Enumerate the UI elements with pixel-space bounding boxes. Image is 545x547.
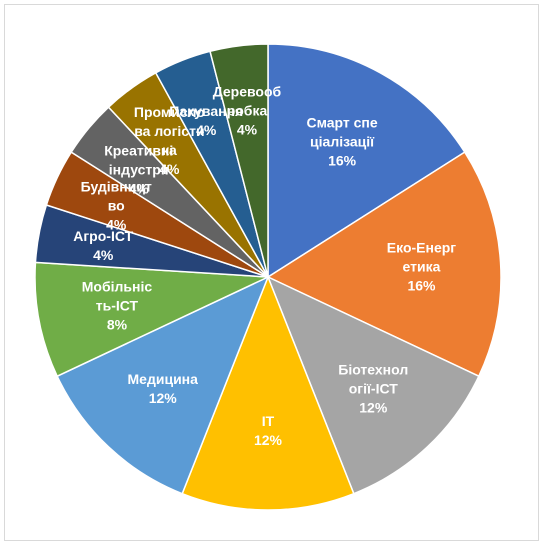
slice-label: Мобільність-ІСТ 8% (79, 277, 155, 334)
category-label: Смарт спеціалізації (306, 114, 378, 150)
category-label: Біотехнології-ІСТ (338, 361, 409, 397)
value-label: 16% (328, 152, 357, 169)
category-label: Пакування (169, 103, 244, 120)
pie-slice (181, 274, 355, 511)
value-label: 16% (407, 277, 436, 294)
slice-label: ІТ 12% (230, 412, 306, 450)
value-label: 8% (106, 316, 128, 333)
slice-label: Медицина 12% (125, 370, 201, 408)
slice-label: Креативні індустрії 4% (101, 142, 177, 199)
value-label: 4% (236, 121, 258, 138)
category-label: Мобільність-ІСТ (81, 278, 153, 314)
category-label: Будівництво (80, 178, 152, 214)
pie-slice (267, 43, 466, 279)
value-label: 4% (93, 246, 114, 263)
pie-slice (56, 275, 270, 495)
value-label: 4% (128, 180, 149, 197)
value-label: 12% (359, 399, 388, 416)
category-label: Креативні індустрії (104, 142, 174, 178)
pie-slice (209, 43, 269, 278)
value-label: 4% (159, 161, 180, 178)
chart-frame (4, 4, 539, 541)
value-label: 4% (106, 216, 127, 233)
category-label: Деревообробка (212, 83, 282, 119)
category-label: Агро-ІСТ (73, 227, 134, 244)
category-label: Медицина (127, 371, 198, 388)
category-label: ІТ (261, 412, 275, 429)
slice-label: Промислова логістика 4% (131, 103, 207, 179)
category-label: Промислова логістика (133, 104, 205, 159)
slice-label: Смарт спеціалізації 16% (304, 114, 380, 171)
slice-label: Еко-Енергетика 16% (383, 239, 459, 296)
value-label: 4% (196, 122, 217, 139)
pie-slice (266, 275, 480, 495)
pie-slice (34, 261, 269, 378)
slice-label: Будівництво 4% (78, 177, 154, 234)
slice-label: Агро-ІСТ 4% (65, 227, 141, 265)
value-label: 12% (148, 390, 177, 407)
slice-label: Пакування 4% (168, 102, 244, 140)
slice-label: Деревообробка 4% (209, 82, 285, 139)
value-label: 12% (253, 431, 283, 448)
pie-slice (266, 151, 502, 378)
slice-label: Біотехнології-ІСТ 12% (335, 361, 411, 418)
category-label: Еко-Енергетика (386, 239, 457, 275)
